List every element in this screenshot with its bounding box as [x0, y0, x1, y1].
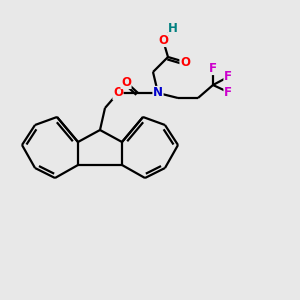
Text: F: F — [209, 61, 217, 74]
Text: F: F — [224, 70, 232, 83]
Text: N: N — [153, 86, 163, 100]
Text: O: O — [180, 56, 190, 68]
Text: O: O — [158, 34, 168, 46]
Text: H: H — [168, 22, 178, 34]
Text: O: O — [113, 86, 123, 100]
Text: O: O — [121, 76, 131, 88]
Text: F: F — [224, 85, 232, 98]
